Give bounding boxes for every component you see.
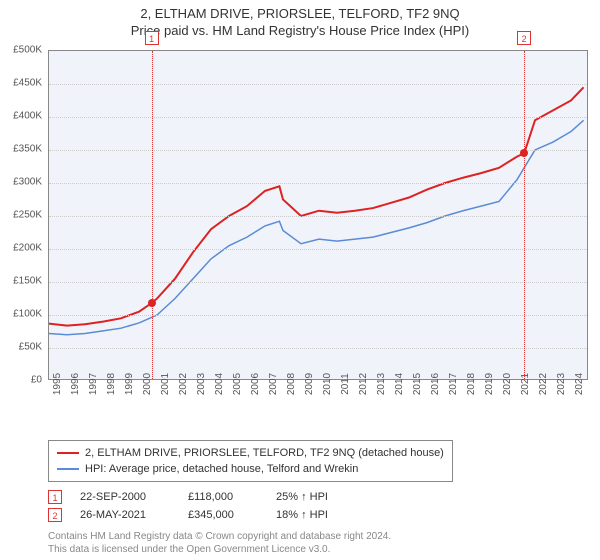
x-tick-label: 1999: [124, 373, 135, 395]
sales-row-2: 2 26-MAY-2021 £345,000 18% ↑ HPI: [48, 506, 588, 524]
y-tick-label: £350K: [2, 144, 42, 155]
gridline-h: [49, 315, 587, 316]
x-tick-label: 2017: [448, 373, 459, 395]
sale-marker-box: 1: [145, 31, 159, 45]
x-tick-label: 2007: [268, 373, 279, 395]
gridline-h: [49, 282, 587, 283]
chart-container: 2, ELTHAM DRIVE, PRIORSLEE, TELFORD, TF2…: [0, 0, 600, 560]
sale-marker-box: 2: [517, 31, 531, 45]
sales-table: 1 22-SEP-2000 £118,000 25% ↑ HPI 2 26-MA…: [48, 488, 588, 524]
sales-delta-2: 18% ↑ HPI: [276, 506, 366, 524]
title-subtitle: Price paid vs. HM Land Registry's House …: [0, 23, 600, 38]
x-tick-label: 2011: [340, 373, 351, 395]
series-line-hpi: [49, 120, 584, 334]
y-tick-label: £200K: [2, 243, 42, 254]
x-tick-label: 1998: [106, 373, 117, 395]
x-tick-label: 2013: [376, 373, 387, 395]
sales-date-2: 26-MAY-2021: [80, 506, 170, 524]
sales-price-2: £345,000: [188, 506, 258, 524]
sales-marker-1: 1: [48, 490, 62, 504]
legend-row-property: 2, ELTHAM DRIVE, PRIORSLEE, TELFORD, TF2…: [57, 445, 444, 461]
sales-row-1: 1 22-SEP-2000 £118,000 25% ↑ HPI: [48, 488, 588, 506]
x-tick-label: 2001: [160, 373, 171, 395]
x-tick-label: 2024: [574, 373, 585, 395]
legend-box: 2, ELTHAM DRIVE, PRIORSLEE, TELFORD, TF2…: [48, 440, 453, 482]
x-tick-label: 2021: [520, 373, 531, 395]
x-tick-label: 1997: [88, 373, 99, 395]
y-tick-label: £450K: [2, 78, 42, 89]
sale-marker-line: [524, 51, 525, 379]
x-tick-label: 2006: [250, 373, 261, 395]
x-tick-label: 2009: [304, 373, 315, 395]
legend-row-hpi: HPI: Average price, detached house, Telf…: [57, 461, 444, 477]
y-tick-label: £400K: [2, 111, 42, 122]
x-tick-label: 2016: [430, 373, 441, 395]
x-tick-label: 2019: [484, 373, 495, 395]
y-tick-label: £500K: [2, 45, 42, 56]
x-tick-label: 2014: [394, 373, 405, 395]
y-tick-label: £100K: [2, 309, 42, 320]
x-tick-label: 2015: [412, 373, 423, 395]
x-tick-label: 2005: [232, 373, 243, 395]
plot-region: 12: [48, 50, 588, 380]
gridline-h: [49, 348, 587, 349]
x-tick-label: 2020: [502, 373, 513, 395]
legend-label-hpi: HPI: Average price, detached house, Telf…: [85, 461, 358, 477]
gridline-h: [49, 249, 587, 250]
title-block: 2, ELTHAM DRIVE, PRIORSLEE, TELFORD, TF2…: [0, 0, 600, 38]
gridline-h: [49, 183, 587, 184]
sale-dot: [148, 299, 156, 307]
y-tick-label: £0: [2, 375, 42, 386]
legend-swatch-property: [57, 452, 79, 454]
x-tick-label: 2018: [466, 373, 477, 395]
y-tick-label: £250K: [2, 210, 42, 221]
x-tick-label: 2010: [322, 373, 333, 395]
title-address: 2, ELTHAM DRIVE, PRIORSLEE, TELFORD, TF2…: [0, 6, 600, 21]
gridline-h: [49, 117, 587, 118]
x-tick-label: 2004: [214, 373, 225, 395]
attribution: Contains HM Land Registry data © Crown c…: [48, 530, 391, 556]
x-tick-label: 2023: [556, 373, 567, 395]
y-tick-label: £300K: [2, 177, 42, 188]
y-tick-label: £50K: [2, 342, 42, 353]
x-tick-label: 2000: [142, 373, 153, 395]
sales-date-1: 22-SEP-2000: [80, 488, 170, 506]
x-tick-label: 1996: [70, 373, 81, 395]
legend-label-property: 2, ELTHAM DRIVE, PRIORSLEE, TELFORD, TF2…: [85, 445, 444, 461]
x-tick-label: 2003: [196, 373, 207, 395]
legend-swatch-hpi: [57, 468, 79, 470]
attribution-line1: Contains HM Land Registry data © Crown c…: [48, 530, 391, 543]
y-tick-label: £150K: [2, 276, 42, 287]
sales-price-1: £118,000: [188, 488, 258, 506]
chart-area: 12 £0£50K£100K£150K£200K£250K£300K£350K£…: [48, 50, 588, 410]
series-line-property: [49, 87, 584, 325]
gridline-h: [49, 84, 587, 85]
gridline-h: [49, 216, 587, 217]
x-tick-label: 2008: [286, 373, 297, 395]
attribution-line2: This data is licensed under the Open Gov…: [48, 543, 391, 556]
sales-delta-1: 25% ↑ HPI: [276, 488, 366, 506]
x-tick-label: 1995: [52, 373, 63, 395]
legend-block: 2, ELTHAM DRIVE, PRIORSLEE, TELFORD, TF2…: [48, 440, 588, 524]
x-tick-label: 2022: [538, 373, 549, 395]
x-tick-label: 2012: [358, 373, 369, 395]
sale-dot: [520, 149, 528, 157]
sales-marker-2: 2: [48, 508, 62, 522]
sale-marker-line: [152, 51, 153, 379]
x-tick-label: 2002: [178, 373, 189, 395]
gridline-h: [49, 150, 587, 151]
